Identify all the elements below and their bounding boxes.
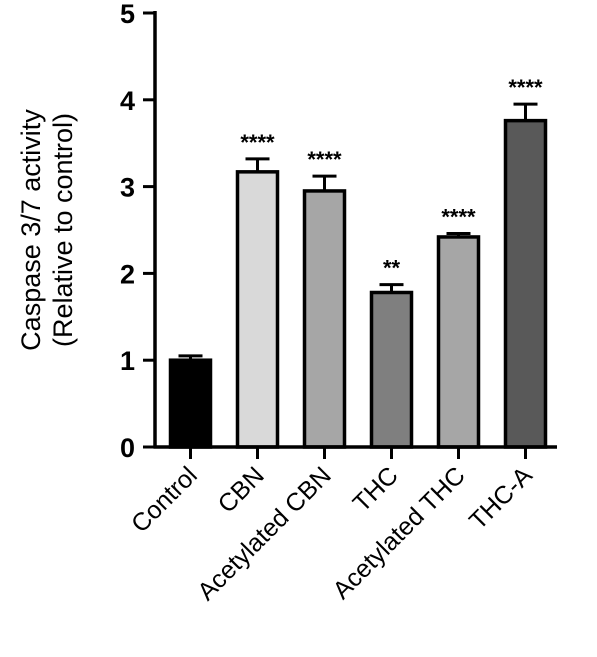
significance-label-3: ** xyxy=(383,256,401,281)
y-tick-label-3: 3 xyxy=(120,173,135,203)
y-axis-label: Caspase 3/7 activity (Relative to contro… xyxy=(16,109,78,351)
y-tick-label-5: 5 xyxy=(120,0,135,29)
bar-2 xyxy=(302,189,347,449)
y-tick-label-1: 1 xyxy=(120,346,135,376)
bar-5 xyxy=(503,118,548,449)
y-axis-label-line2: (Relative to control) xyxy=(48,113,78,347)
x-tick-label-0: Control xyxy=(126,461,203,538)
x-tick-label-3: THC xyxy=(348,461,404,517)
y-tick-label-4: 4 xyxy=(120,86,135,116)
significance-label-1: **** xyxy=(240,130,275,155)
bar-0 xyxy=(168,358,213,449)
x-tick-label-1: CBN xyxy=(213,461,270,518)
axes-layer xyxy=(143,11,557,459)
significance-label-2: **** xyxy=(307,147,342,172)
significance-label-5: **** xyxy=(508,75,543,100)
y-axis-label-line1: Caspase 3/7 activity xyxy=(16,109,46,351)
bars-layer xyxy=(168,102,548,449)
bar-4 xyxy=(436,235,481,449)
y-tick-label-2: 2 xyxy=(120,259,135,289)
bar-3 xyxy=(369,290,414,449)
y-tick-label-0: 0 xyxy=(120,433,135,463)
x-tick-label-5: THC-A xyxy=(464,461,538,535)
significance-label-4: **** xyxy=(441,204,476,229)
bar-1 xyxy=(235,170,280,449)
